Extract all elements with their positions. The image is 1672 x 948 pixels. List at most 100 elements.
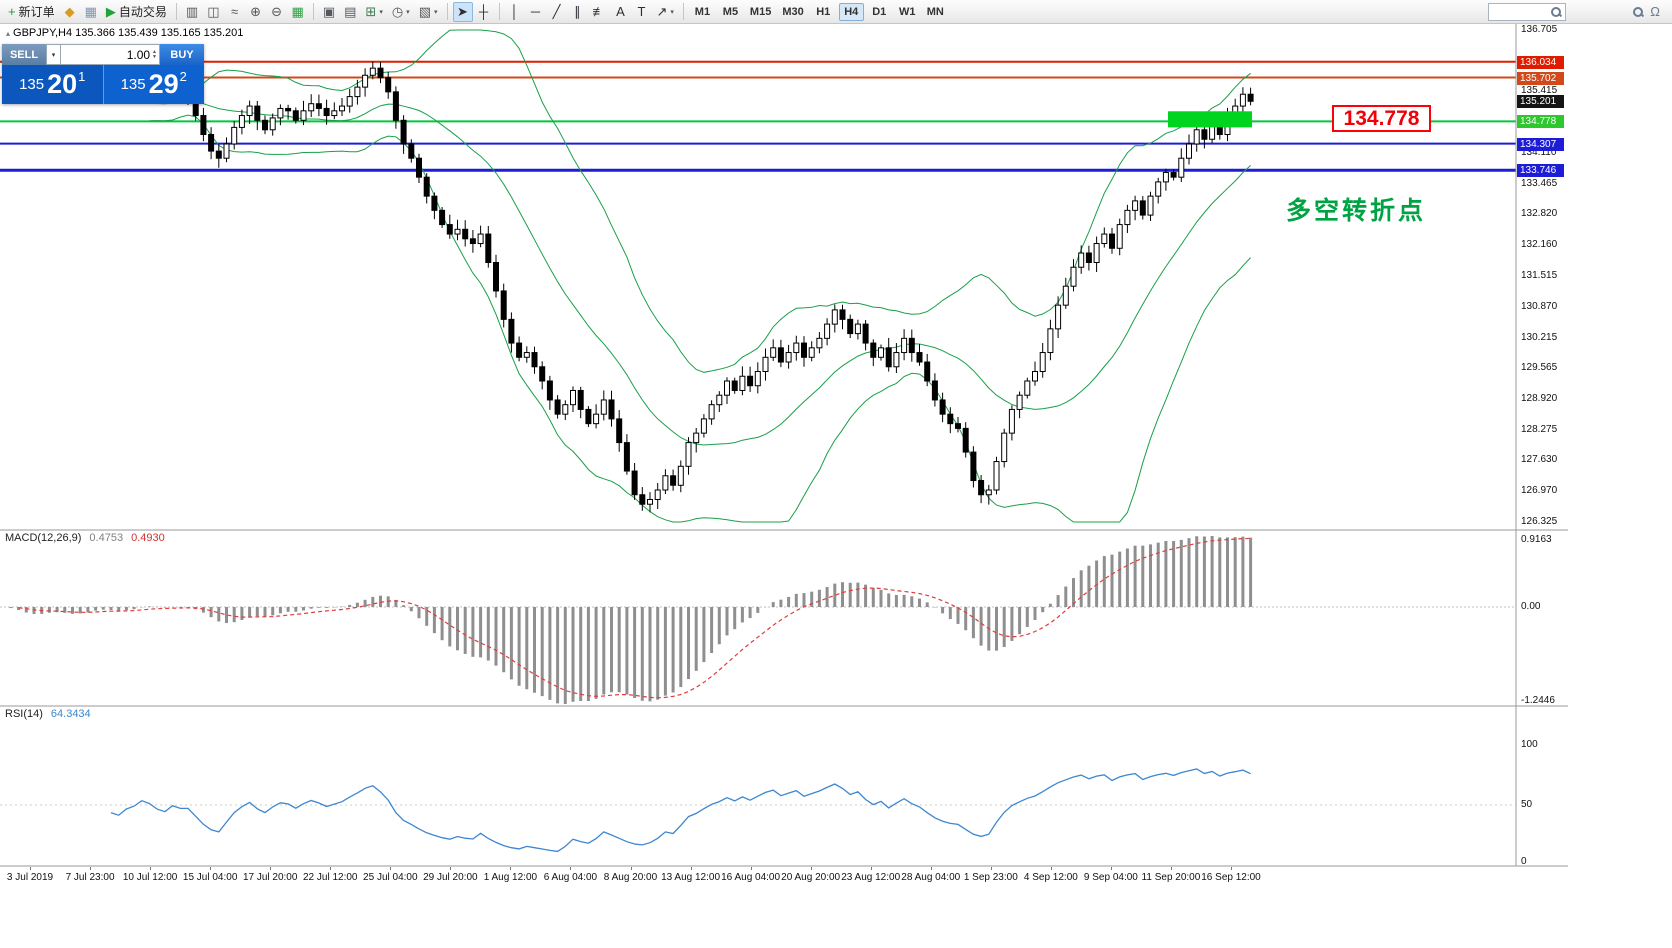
time-label: 9 Sep 04:00 xyxy=(1083,872,1138,883)
time-tick xyxy=(270,867,272,870)
volume-spinner[interactable]: ▲ ▼ xyxy=(152,48,157,60)
sell-button[interactable]: SELL xyxy=(2,44,46,65)
toolbar-search-input[interactable] xyxy=(1492,4,1549,19)
chart-expand-icon[interactable]: ▴ xyxy=(6,29,11,38)
buy-price-button[interactable]: 135 29 2 xyxy=(103,65,204,104)
macd-plot xyxy=(0,536,1516,704)
spinner-down-icon[interactable]: ▼ xyxy=(152,53,157,60)
order-mode-dropdown[interactable]: ▾ xyxy=(46,44,61,65)
templates-icon-button[interactable]: ▧ ▾ xyxy=(415,2,442,22)
turning-point-label[interactable]: 多空转折点 xyxy=(1286,197,1427,225)
scale-label: 133.465 xyxy=(1521,177,1558,189)
font-tool-icon: A xyxy=(616,4,625,19)
timeframe-m5-button[interactable]: M5 xyxy=(722,5,739,18)
font-tool-icon-button[interactable]: A xyxy=(611,2,631,22)
spinner-up-icon[interactable]: ▲ xyxy=(152,48,157,55)
chevron-down-icon: ▾ xyxy=(51,51,56,59)
timeframe-w1-button[interactable]: W1 xyxy=(898,5,916,18)
zoom-in-icon-button[interactable]: ⊕ xyxy=(246,2,266,22)
cascade-windows-icon-button[interactable]: ▤ xyxy=(340,2,360,22)
volume-input[interactable]: 1.00 ▲ ▼ xyxy=(61,44,160,65)
time-tick xyxy=(810,867,812,870)
toolbar-separator xyxy=(175,3,177,20)
search-icon[interactable] xyxy=(1632,6,1644,18)
chevron-down-icon: ▾ xyxy=(433,8,438,16)
bar-chart-icon-button[interactable]: ▥ xyxy=(182,2,202,22)
cursor-icon-button[interactable]: ➤ xyxy=(452,1,473,22)
scale-label: 126.325 xyxy=(1521,516,1558,527)
trendline-icon-button[interactable]: ╱ xyxy=(547,2,567,22)
buy-price-big: 29 xyxy=(148,69,179,100)
horizontal-line-objects[interactable] xyxy=(0,60,1516,172)
chart-window: ▴ GBPJPY,H4 135.366 135.439 135.165 135.2… xyxy=(0,24,1672,948)
bollinger-bands xyxy=(149,29,1251,523)
time-label: 3 Jul 2019 xyxy=(6,872,54,883)
horizontal-line-icon-button[interactable]: ─ xyxy=(526,2,546,22)
candlesticks xyxy=(185,61,1254,513)
zoom-out-icon-button[interactable]: ⊖ xyxy=(267,2,287,22)
timeframe-d1-button[interactable]: D1 xyxy=(872,5,887,18)
macd-signal-value: 0.4930 xyxy=(131,532,165,544)
add-indicator-icon-button[interactable]: ⊞ ▾ xyxy=(361,2,386,22)
crosshair-icon-button[interactable]: ┼ xyxy=(474,2,494,22)
macd-indicator-label: MACD(12,26,9) 0.4753 0.4930 xyxy=(5,532,165,544)
periods-icon: ◷ xyxy=(391,4,404,19)
timeframe-m1-button[interactable]: M1 xyxy=(694,5,711,18)
time-tick xyxy=(510,867,512,870)
chart-canvas[interactable] xyxy=(0,24,1568,890)
price-note-box[interactable]: 134.778 xyxy=(1332,105,1431,132)
fibonacci-icon-button[interactable]: ≢ xyxy=(589,2,610,22)
text-label-icon-button[interactable]: T xyxy=(632,2,652,22)
time-label: 15 Jul 04:00 xyxy=(182,872,238,883)
time-tick xyxy=(330,867,332,870)
time-tick xyxy=(690,867,692,870)
sell-price-sup: 1 xyxy=(78,69,86,84)
timeframe-h4-button[interactable]: H4 xyxy=(838,2,864,21)
time-scale[interactable]: 3 Jul 2019 7 Jul 23:00 10 Jul 12:00 15 Jul … xyxy=(0,866,1568,890)
scale-label: 130.215 xyxy=(1521,331,1558,343)
periods-icon-button[interactable]: ◷ ▾ xyxy=(388,2,414,22)
time-label: 29 Jul 20:00 xyxy=(423,872,478,883)
candlestick-chart-icon-button[interactable]: ◫ xyxy=(203,2,223,22)
rsi-value: 64.3434 xyxy=(50,708,91,720)
line-chart-icon-button[interactable]: ≈ xyxy=(225,2,245,22)
new-order-button-button[interactable]: + 新订单 xyxy=(4,2,59,22)
quotes-icon: ◆ xyxy=(64,4,75,19)
time-tick xyxy=(90,867,92,870)
zoom-in-icon: ⊕ xyxy=(250,4,261,19)
scale-label: 132.160 xyxy=(1521,239,1558,251)
timeframe-m15-button[interactable]: M15 xyxy=(749,5,772,18)
support-icon[interactable]: Ω xyxy=(1650,4,1660,19)
equidistant-channel-icon-button[interactable]: ∥ xyxy=(568,2,588,22)
time-label: 20 Aug 20:00 xyxy=(781,872,841,883)
time-tick xyxy=(1231,867,1232,870)
quotes-icon-button[interactable]: ◆ xyxy=(60,2,80,22)
time-label: 8 Aug 20:00 xyxy=(603,872,658,883)
rsi-plot xyxy=(0,768,1516,853)
tile-windows-icon-button[interactable]: ▣ xyxy=(319,2,339,22)
scale-label: 132.820 xyxy=(1521,208,1558,220)
buy-button[interactable]: BUY xyxy=(160,44,204,65)
time-tick xyxy=(1110,867,1112,870)
price-scale[interactable]: 136.705 135.415 134.110 133.465 132.820 132.1… xyxy=(1516,24,1672,890)
timeframe-mn-button[interactable]: MN xyxy=(926,5,944,18)
auto-trading-button-button[interactable]: ▶ 自动交易 xyxy=(102,2,171,22)
timeframe-m30-button[interactable]: M30 xyxy=(782,5,804,18)
support-highlight-zone[interactable] xyxy=(1168,111,1252,128)
time-label: 11 Sep 20:00 xyxy=(1141,872,1201,883)
timeframe-h1-button[interactable]: H1 xyxy=(816,5,831,18)
arrows-tool-icon-button[interactable]: ↗ ▾ xyxy=(653,2,678,22)
vertical-line-icon-button[interactable]: │ xyxy=(505,2,525,22)
time-label: 7 Jul 23:00 xyxy=(65,872,115,883)
sell-price-button[interactable]: 135 20 1 xyxy=(2,65,104,104)
indicators-list-icon-button[interactable]: ▦ xyxy=(288,2,308,22)
toolbar-separator xyxy=(312,3,314,20)
new-order-button: + xyxy=(8,4,16,19)
chevron-down-icon: ▾ xyxy=(379,8,383,16)
scale-label: -1.2446 xyxy=(1521,695,1555,706)
market-watch-icon-button[interactable]: ▦ xyxy=(81,2,101,22)
search-icon[interactable] xyxy=(1550,6,1562,18)
time-label: 6 Aug 04:00 xyxy=(543,872,598,883)
time-tick xyxy=(1050,867,1052,870)
time-tick xyxy=(210,867,212,870)
